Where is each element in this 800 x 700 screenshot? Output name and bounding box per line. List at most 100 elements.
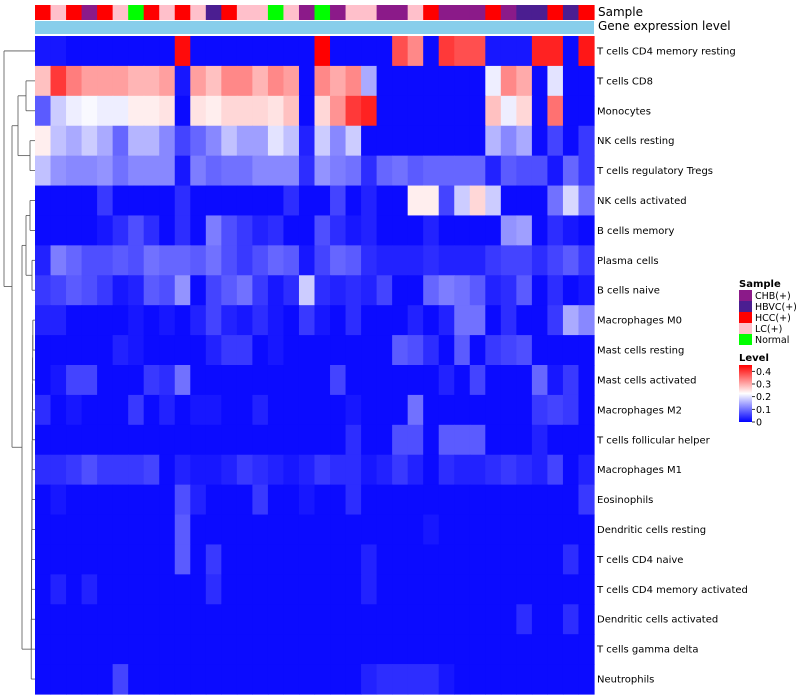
heatmap-cell (407, 634, 424, 665)
heatmap-cell (143, 275, 160, 306)
heatmap-cell (283, 484, 300, 516)
heatmap-cell (376, 424, 393, 456)
heatmap-cell (97, 634, 114, 665)
sample-cell (283, 5, 300, 20)
heatmap-cell (143, 544, 160, 575)
sample-cell (469, 5, 486, 20)
heatmap-cell (376, 155, 393, 187)
heatmap-cell (112, 305, 129, 336)
heatmap-cell (438, 484, 455, 516)
heatmap-cell (314, 215, 331, 246)
heatmap-cell (314, 484, 331, 516)
heatmap-cell (407, 305, 424, 336)
heatmap-cell (236, 454, 253, 486)
heatmap-cell (454, 604, 471, 635)
heatmap-cell (438, 365, 455, 396)
heatmap-cell (547, 125, 564, 157)
heatmap-cell (97, 215, 114, 246)
heatmap-cell (345, 125, 362, 157)
heatmap-cell (438, 394, 455, 426)
level-tick-label: 0 (756, 418, 762, 429)
heatmap-cell (66, 155, 83, 187)
heatmap-cell (283, 275, 300, 306)
heatmap-cell (190, 365, 207, 396)
heatmap-cell (35, 95, 52, 127)
heatmap-cell (112, 185, 129, 217)
heatmap-cell (50, 305, 67, 336)
heatmap-cell (392, 574, 409, 605)
heatmap-cell (112, 65, 129, 97)
heatmap-cell (330, 95, 347, 127)
heatmap-cell (252, 574, 269, 605)
heatmap-cell (252, 65, 269, 97)
heatmap-cell (314, 185, 331, 217)
heatmap-cell (298, 275, 316, 306)
heatmap-cell (531, 335, 549, 366)
heatmap-cell (174, 664, 191, 695)
heatmap-cell (97, 335, 114, 366)
sample-cell (314, 5, 331, 20)
heatmap-cell (221, 95, 238, 127)
heatmap-cell (345, 454, 362, 486)
heatmap-cell (50, 335, 67, 366)
heatmap-cell (531, 394, 549, 426)
heatmap-cell (392, 424, 409, 456)
heatmap-cell (547, 65, 564, 97)
row-label: Plasma cells (597, 256, 659, 267)
level-legend-title: Level (739, 353, 769, 364)
heatmap-cell (345, 544, 362, 575)
heatmap-cell (267, 424, 285, 456)
heatmap-cell (423, 95, 440, 127)
heatmap-cell (128, 245, 145, 276)
sample-legend-swatch (739, 312, 752, 323)
heatmap-cell (267, 305, 285, 336)
heatmap-cell (578, 335, 595, 366)
heatmap-cell (345, 394, 362, 426)
heatmap-cell (174, 365, 191, 396)
heatmap-cell (50, 95, 67, 127)
heatmap-cell (35, 484, 52, 516)
heatmap-cell (469, 394, 486, 426)
heatmap-cell (81, 664, 98, 695)
heatmap-cell (50, 424, 67, 456)
row-label: NK cells resting (597, 136, 674, 147)
level-tick-label: 0.2 (756, 392, 771, 403)
heatmap-cell (205, 424, 222, 456)
heatmap-cell (66, 454, 83, 486)
heatmap-cell (159, 664, 176, 695)
heatmap-cell (298, 634, 316, 665)
heatmap-cell (143, 394, 160, 426)
heatmap-cell (205, 95, 222, 127)
heatmap-cell (298, 215, 316, 246)
heatmap-cell (578, 275, 595, 306)
heatmap-cell (66, 574, 83, 605)
heatmap-cell (361, 245, 378, 276)
sample-cell (392, 5, 409, 20)
heatmap-cell (500, 544, 517, 575)
heatmap-cell (423, 215, 440, 246)
heatmap-cell (252, 514, 269, 546)
heatmap-cell (578, 95, 595, 127)
row-label: T cells CD4 naive (596, 555, 683, 566)
heatmap-cell (97, 125, 114, 157)
heatmap-cell (159, 305, 176, 336)
heatmap-cell (392, 36, 409, 67)
heatmap-cell (283, 514, 300, 546)
heatmap-cell (143, 424, 160, 456)
heatmap-cell (35, 514, 52, 546)
heatmap-cell (376, 275, 393, 306)
heatmap-cell (361, 574, 378, 605)
heatmap-cell (50, 65, 67, 97)
heatmap-cell (531, 125, 549, 157)
heatmap-cell (35, 245, 52, 276)
heatmap-cell (392, 454, 409, 486)
heatmap-cell (454, 634, 471, 665)
heatmap-cell (35, 574, 52, 605)
heatmap-cell (423, 335, 440, 366)
heatmap-cell (66, 185, 83, 217)
heatmap-cell (143, 155, 160, 187)
heatmap-cell (221, 484, 238, 516)
heatmap-cell (500, 484, 517, 516)
heatmap-cell (407, 125, 424, 157)
heatmap-cell (423, 574, 440, 605)
